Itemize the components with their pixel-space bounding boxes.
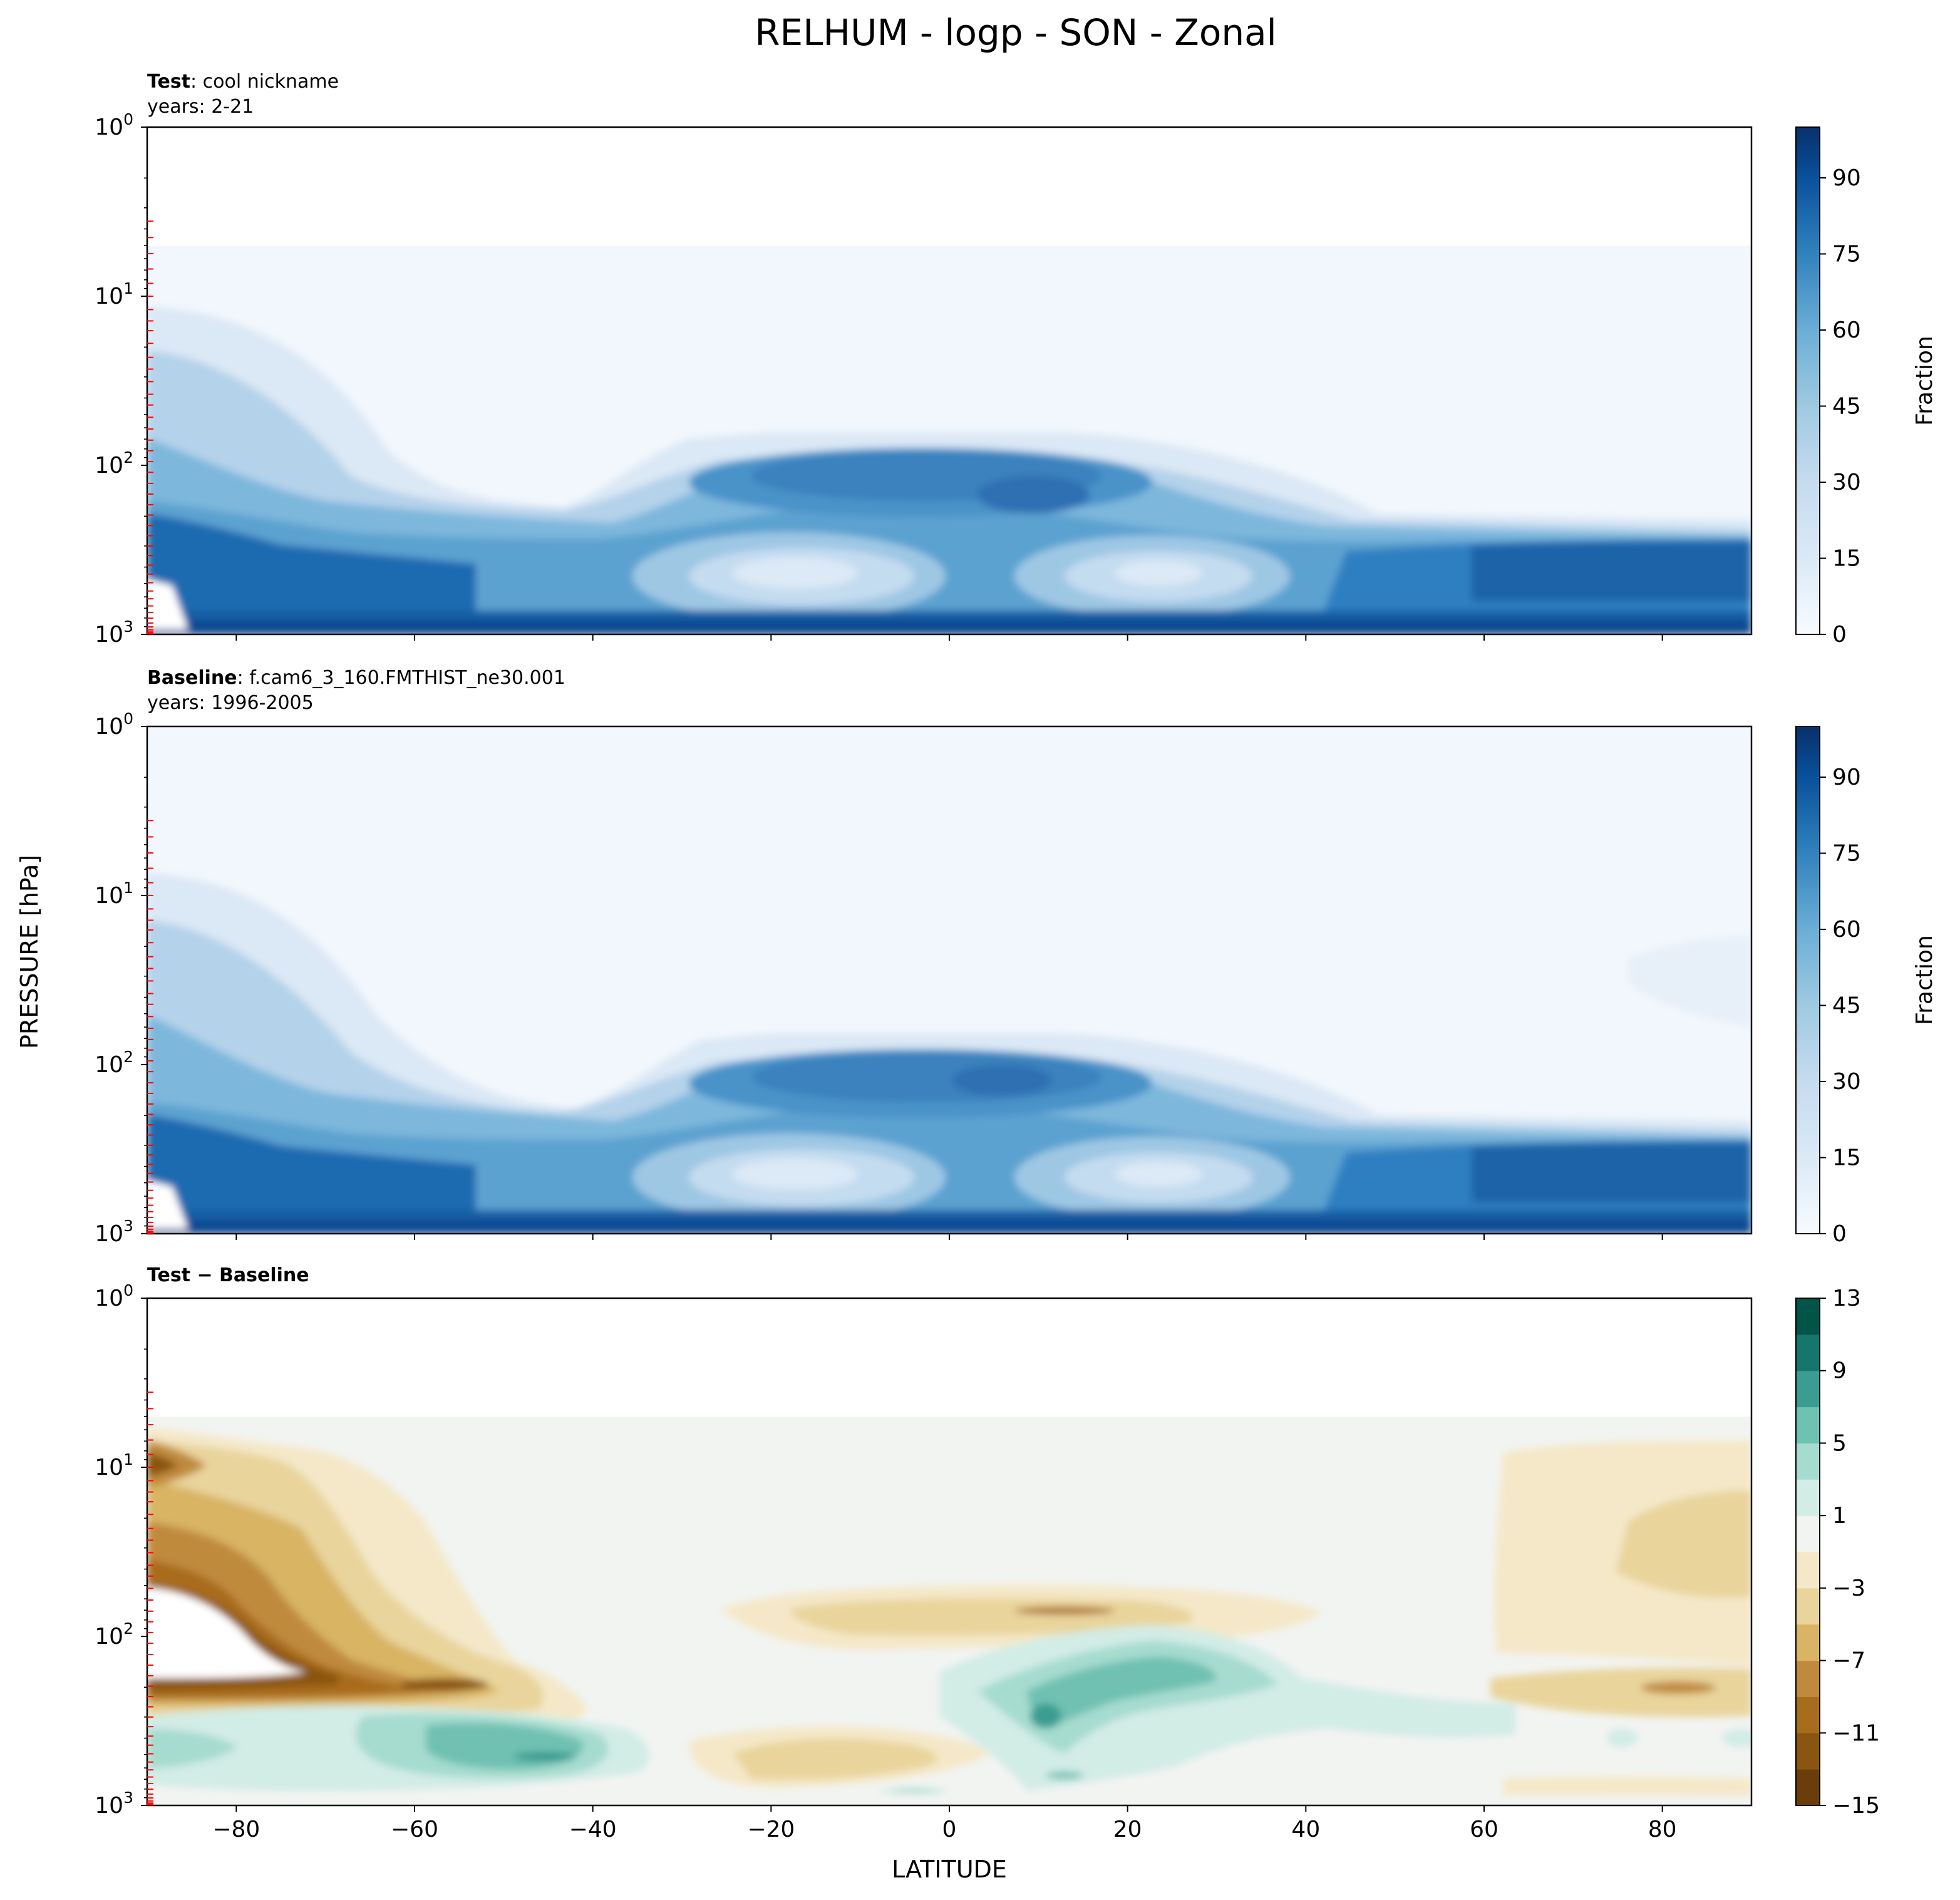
colorbar-level [1796, 1624, 1820, 1661]
panel-test-yticks: 100 101 102 103 [95, 110, 147, 648]
y-tick-label: 102 [95, 1048, 133, 1078]
panel-test-header-bold: Test [147, 71, 190, 93]
colorbar-test: 0 15 30 45 60 75 90 Fraction [1795, 126, 1937, 648]
colorbar-tick-label: 90 [1832, 765, 1861, 790]
y-axis-label: PRESSURE [hPa] [16, 855, 43, 1049]
x-tick-label: 60 [1470, 1817, 1498, 1842]
colorbar-tick-label: 15 [1832, 1145, 1861, 1171]
panel-baseline-header-rest: : f.cam6_3_160.FMTHIST_ne30.001 [237, 667, 565, 689]
y-tick-label: 103 [95, 1789, 133, 1819]
panel-baseline-subheader: years: 1996-2005 [147, 692, 314, 714]
panel-difference-field [147, 1298, 1751, 1805]
colorbar-tick-label: 90 [1832, 165, 1861, 191]
y-tick-label: 101 [95, 279, 133, 309]
x-tick-label: −80 [212, 1817, 260, 1842]
colorbar-tick-label: 5 [1832, 1430, 1847, 1456]
panel-baseline-field [147, 726, 1751, 1234]
colorbar-tick-label: 75 [1832, 841, 1861, 867]
panel-baseline-xticks [235, 1234, 1663, 1240]
colorbar-tick-label: −15 [1832, 1793, 1880, 1819]
colorbar-tick-label: 60 [1832, 318, 1861, 343]
panel-difference-header: Test − Baseline [147, 1264, 309, 1286]
colorbar-tick-label: 0 [1832, 1221, 1847, 1247]
panel-difference-yticks: 100 101 102 103 [95, 1281, 147, 1819]
panel-baseline-minor-ticks [147, 820, 153, 1234]
colorbar-tick-label: −11 [1832, 1720, 1880, 1746]
panel-difference-xticks: −80 −60 −40 −20 0 20 40 60 80 [212, 1805, 1677, 1842]
panel-baseline: Baseline: f.cam6_3_160.FMTHIST_ne30.001 … [95, 667, 1753, 1247]
x-tick-label: −20 [747, 1817, 795, 1842]
colorbar-tick-label: 30 [1832, 470, 1861, 495]
colorbar-level [1796, 1479, 1820, 1516]
colorbar-level [1796, 1588, 1820, 1625]
x-tick-label: 80 [1648, 1817, 1677, 1842]
x-tick-label: −40 [569, 1817, 617, 1842]
y-tick-label: 101 [95, 879, 133, 909]
panel-test-minor-ticks [147, 220, 153, 635]
panel-test-field [147, 127, 1751, 634]
panel-baseline-yticks: 100 101 102 103 [95, 710, 147, 1247]
panel-test-header: Test: cool nickname [147, 71, 339, 93]
panel-difference-minor-ticks [147, 1391, 153, 1806]
colorbar-tick-label: −3 [1832, 1576, 1865, 1601]
colorbar-tick-label: 1 [1832, 1503, 1847, 1529]
y-tick-label: 101 [95, 1450, 133, 1480]
y-tick-label: 102 [95, 448, 133, 478]
colorbar-level [1796, 1733, 1820, 1770]
colorbar-baseline: 0 15 30 45 60 75 90 Fraction [1795, 726, 1937, 1247]
x-tick-label: 40 [1291, 1817, 1320, 1842]
colorbar-level [1796, 1334, 1820, 1371]
x-tick-label: 0 [942, 1817, 957, 1842]
y-tick-label: 102 [95, 1619, 133, 1650]
colorbar-baseline-label: Fraction [1912, 935, 1937, 1025]
y-tick-label: 100 [95, 1281, 133, 1311]
colorbar-level [1796, 1660, 1820, 1697]
panel-baseline-header-bold: Baseline [147, 667, 237, 689]
colorbar-level [1796, 1515, 1820, 1552]
panel-baseline-header: Baseline: f.cam6_3_160.FMTHIST_ne30.001 [147, 667, 565, 689]
colorbar-level [1796, 1370, 1820, 1408]
panel-test-xticks [235, 634, 1663, 641]
panel-test: Test: cool nickname years: 2-21 [95, 71, 1753, 648]
colorbar-tick-label: 75 [1832, 242, 1861, 267]
panel-test-subheader: years: 2-21 [147, 96, 254, 118]
colorbar-level [1796, 1552, 1820, 1589]
colorbar-level [1796, 1443, 1820, 1480]
panel-test-header-rest: : cool nickname [190, 71, 339, 93]
y-tick-label: 103 [95, 1217, 133, 1247]
colorbar-level [1796, 1298, 1820, 1335]
x-tick-label: 20 [1113, 1817, 1142, 1842]
y-tick-label: 103 [95, 617, 133, 648]
colorbar-tick-label: 9 [1832, 1358, 1847, 1384]
colorbar-tick-label: 0 [1832, 622, 1847, 648]
colorbar-level [1796, 1407, 1820, 1443]
colorbar-tick-label: 15 [1832, 546, 1861, 572]
colorbar-test-label: Fraction [1912, 336, 1937, 426]
colorbar-difference: 13 9 5 1 −3 −7 −11 −15 [1795, 1286, 1880, 1819]
panel-difference: Test − Baseline [95, 1264, 1753, 1842]
colorbar-tick-label: 45 [1832, 394, 1861, 420]
colorbar-tick-label: −7 [1832, 1648, 1865, 1674]
x-axis-label: LATITUDE [892, 1856, 1007, 1883]
colorbar-tick-label: 13 [1832, 1286, 1861, 1311]
y-tick-label: 100 [95, 110, 133, 140]
figure-title: RELHUM - logp - SON - Zonal [755, 11, 1277, 54]
y-tick-label: 100 [95, 710, 133, 740]
colorbar-tick-label: 60 [1832, 917, 1861, 942]
x-tick-label: −60 [391, 1817, 438, 1842]
colorbar-level [1796, 1696, 1820, 1733]
colorbar-tick-label: 30 [1832, 1069, 1861, 1095]
colorbar-level [1796, 1769, 1820, 1806]
colorbar-tick-label: 45 [1832, 993, 1861, 1019]
